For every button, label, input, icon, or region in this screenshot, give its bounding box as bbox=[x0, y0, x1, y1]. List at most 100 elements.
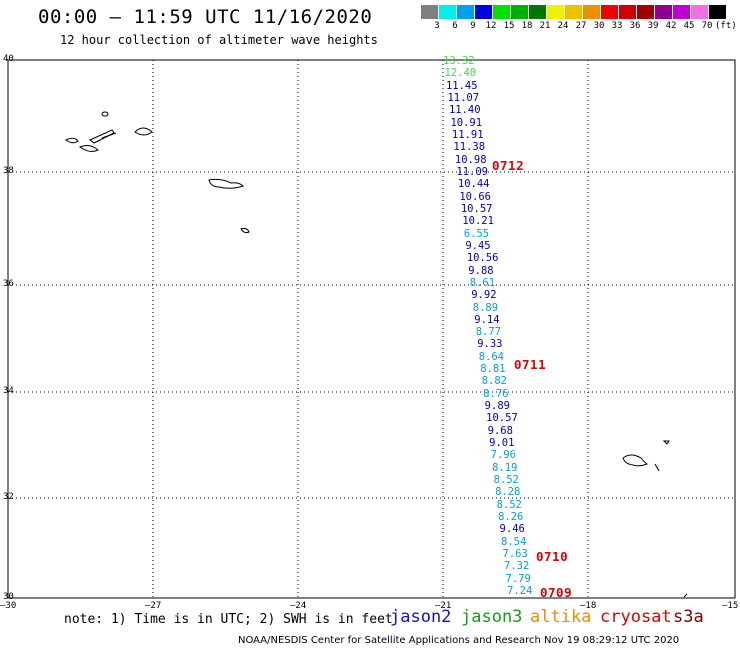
coastlines bbox=[65, 111, 688, 598]
wave-height-value: 10.98 bbox=[454, 153, 487, 166]
color-scale-label: 12 bbox=[485, 21, 497, 31]
island-terceira bbox=[134, 127, 153, 136]
wave-height-value: 7.32 bbox=[504, 560, 530, 573]
satellite-cryosat: cryosat bbox=[600, 607, 672, 627]
color-scale-swatch bbox=[601, 5, 618, 19]
wave-height-value: 12.40 bbox=[444, 67, 477, 80]
color-scale-label: 39 bbox=[647, 21, 659, 31]
color-scale-label: 45 bbox=[683, 21, 695, 31]
lon-tick-label: –18 bbox=[580, 601, 597, 611]
island-sao-miguel bbox=[208, 178, 244, 189]
lon-tick-label: –24 bbox=[290, 601, 307, 611]
wave-height-value: 9.88 bbox=[468, 264, 494, 277]
color-scale-swatch bbox=[691, 5, 708, 19]
island-selvagens bbox=[683, 593, 688, 598]
island-madeira bbox=[622, 454, 649, 467]
graticule bbox=[8, 60, 735, 598]
lat-tick-label: 32 bbox=[3, 492, 14, 502]
wave-height-value: 13.32 bbox=[443, 55, 475, 67]
color-scale-swatch bbox=[709, 5, 726, 19]
footer-credit: NOAA/NESDIS Center for Satellite Applica… bbox=[238, 635, 680, 646]
island-sao-jorge bbox=[89, 129, 115, 144]
wave-height-value: 8.28 bbox=[495, 486, 521, 499]
wave-height-value: 7.63 bbox=[502, 548, 528, 561]
lat-tick-label: 34 bbox=[3, 386, 14, 396]
color-scale-label: 33 bbox=[611, 21, 623, 31]
color-scale-label: 30 bbox=[593, 21, 605, 31]
wave-height-value: 9.14 bbox=[474, 313, 500, 326]
wave-height-value: 8.19 bbox=[492, 461, 518, 474]
satellite-s3a: s3a bbox=[673, 607, 704, 627]
wave-height-value: 10.66 bbox=[459, 190, 491, 203]
color-scale-swatch bbox=[529, 5, 546, 19]
wave-height-value: 11.38 bbox=[453, 141, 486, 154]
color-scale-swatch bbox=[439, 5, 456, 19]
color-scale-swatch bbox=[547, 5, 564, 19]
wave-height-value: 11.09 bbox=[456, 165, 488, 178]
lon-tick-label: –15 bbox=[722, 601, 739, 611]
color-scale-label: (ft) bbox=[715, 21, 737, 31]
wave-height-value: 8.64 bbox=[478, 350, 505, 363]
wave-height-value: 8.61 bbox=[469, 276, 496, 289]
wave-height-value: 7.79 bbox=[505, 572, 531, 585]
lat-tick-label: 30 bbox=[3, 592, 14, 602]
color-scale-swatch bbox=[457, 5, 474, 19]
wave-height-value: 8.52 bbox=[493, 474, 519, 487]
map-border bbox=[7, 59, 736, 599]
wave-height-value: 9.46 bbox=[499, 523, 525, 536]
lon-tick-label: –21 bbox=[435, 601, 452, 611]
color-scale-swatch bbox=[475, 5, 492, 19]
color-scale-swatch bbox=[673, 5, 690, 19]
color-scale-label: 21 bbox=[539, 21, 551, 31]
time-label: 0711 bbox=[514, 357, 547, 372]
wave-height-value: 9.33 bbox=[477, 338, 503, 351]
color-scale-swatch bbox=[421, 5, 438, 19]
color-scale-label: 15 bbox=[503, 21, 515, 31]
color-scale-label: 70 bbox=[701, 21, 713, 31]
time-label: 0710 bbox=[536, 549, 569, 564]
lat-tick-label: 38 bbox=[3, 166, 14, 176]
wave-height-value: 9.68 bbox=[487, 424, 513, 437]
island-porto-santo bbox=[662, 440, 670, 445]
wave-height-value: 7.96 bbox=[490, 449, 516, 462]
color-scale-label: 6 bbox=[452, 21, 458, 31]
wave-height-value: 10.57 bbox=[460, 202, 493, 215]
color-scale-swatch bbox=[637, 5, 654, 19]
satellite-jason3: jason3 bbox=[461, 607, 523, 627]
lon-tick-label: –30 bbox=[0, 601, 17, 611]
color-scale-swatch bbox=[619, 5, 636, 19]
island-flores bbox=[65, 137, 79, 144]
wave-height-value: 7.24 bbox=[507, 585, 533, 597]
color-scale-label: 24 bbox=[557, 21, 569, 31]
wave-height-value: 11.91 bbox=[451, 128, 484, 141]
color-scale-label: 9 bbox=[470, 21, 476, 31]
wave-height-value: 8.52 bbox=[496, 498, 522, 511]
color-scale-label: 27 bbox=[575, 21, 587, 31]
page-subtitle: 12 hour collection of altimeter wave hei… bbox=[60, 33, 378, 47]
color-scale-label: 42 bbox=[665, 21, 677, 31]
color-scale-label: 18 bbox=[521, 21, 533, 31]
wave-height-value: 8.77 bbox=[475, 326, 502, 339]
island-santa-maria bbox=[240, 227, 250, 234]
wave-height-value: 8.26 bbox=[498, 511, 524, 524]
wave-height-value: 8.82 bbox=[481, 375, 507, 388]
color-scale-label: 36 bbox=[629, 21, 641, 31]
color-scale-label: 3 bbox=[434, 21, 440, 31]
wave-height-value: 8.76 bbox=[483, 387, 509, 400]
lat-tick-label: 36 bbox=[3, 279, 14, 289]
wave-height-value: 9.89 bbox=[484, 400, 510, 413]
wave-height-value: 8.89 bbox=[472, 301, 499, 314]
wave-height-value: 11.45 bbox=[445, 79, 478, 92]
wave-height-value: 10.57 bbox=[486, 412, 518, 425]
wave-height-value: 9.92 bbox=[471, 289, 497, 302]
island-desertas bbox=[654, 463, 660, 472]
satellite-jason2: jason2 bbox=[390, 607, 452, 627]
color-scale-swatch bbox=[493, 5, 510, 19]
wave-height-value: 9.01 bbox=[489, 437, 515, 450]
lon-tick-label: –27 bbox=[145, 601, 162, 611]
island-corvo bbox=[101, 111, 109, 117]
color-scale-swatch bbox=[565, 5, 582, 19]
color-scale-swatch bbox=[511, 5, 528, 19]
wave-height-value: 11.07 bbox=[447, 91, 480, 104]
